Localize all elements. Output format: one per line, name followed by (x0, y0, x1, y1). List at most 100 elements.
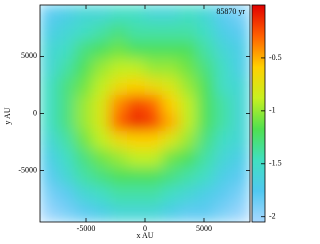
heat-cell (40, 149, 58, 169)
heat-cell (74, 58, 93, 78)
heat-cell (74, 5, 93, 24)
heat-cell (74, 149, 93, 169)
x-tick-label: 0 (143, 224, 147, 233)
heat-cell (214, 40, 233, 60)
y-tick-label: -5000 (18, 165, 37, 174)
heat-cell (57, 149, 76, 169)
y-axis-label: y AU (3, 107, 12, 124)
heat-cell (40, 58, 58, 78)
heat-cell (57, 40, 76, 60)
heat-cell (92, 22, 111, 42)
heat-cell (40, 94, 58, 114)
heat-cell (109, 22, 128, 42)
heat-cell (162, 113, 181, 133)
heat-cell (74, 113, 93, 133)
heat-cell (197, 149, 216, 169)
heat-cell (214, 131, 233, 151)
heat-cell (162, 94, 181, 114)
heat-cell (57, 113, 76, 133)
heat-cell (144, 203, 163, 222)
heat-cell (127, 76, 146, 96)
y-tick-label: 0 (33, 108, 37, 117)
heat-cell (109, 76, 128, 96)
heat-cell (74, 167, 93, 187)
heat-cell (214, 76, 233, 96)
heat-cell (109, 203, 128, 222)
heat-cell (57, 94, 76, 114)
heat-cell (214, 94, 233, 114)
heat-cell (74, 40, 93, 60)
heat-cell (92, 203, 111, 222)
heat-cell (74, 131, 93, 151)
heat-cell (162, 22, 181, 42)
heat-cell (197, 131, 216, 151)
heat-cell (127, 185, 146, 205)
heat-cell (232, 22, 250, 42)
heat-cell (40, 22, 58, 42)
heat-cell (57, 203, 76, 222)
heat-cell (144, 40, 163, 60)
heat-cell (162, 185, 181, 205)
heat-cell (197, 5, 216, 24)
heat-cell (109, 5, 128, 24)
chart: 85870 yr x AU y AU -5000 0 5000 -5000 0 5000 -… (3, 4, 282, 240)
heat-cell (179, 40, 198, 60)
heat-cell (144, 113, 163, 133)
x-tick-label: -5000 (77, 224, 96, 233)
heat-cell (109, 167, 128, 187)
heat-cell (179, 76, 198, 96)
heat-cell (179, 94, 198, 114)
annotation: 85870 yr (216, 7, 245, 16)
heat-cell (232, 94, 250, 114)
heat-cell (127, 22, 146, 42)
heat-cell (232, 113, 250, 133)
heat-cell (144, 185, 163, 205)
heat-cell (127, 58, 146, 78)
heat-cell (127, 40, 146, 60)
heat-cell (92, 5, 111, 24)
heat-cell (109, 131, 128, 151)
heat-cell (179, 185, 198, 205)
x-axis-label: x AU (136, 231, 153, 240)
heat-cell (144, 22, 163, 42)
x-tick-label: 5000 (196, 224, 212, 233)
heat-cell (40, 185, 58, 205)
heat-cell (92, 185, 111, 205)
heat-cell (232, 58, 250, 78)
heat-cell (232, 149, 250, 169)
heat-cell (74, 203, 93, 222)
heat-cell (197, 185, 216, 205)
heat-cell (92, 76, 111, 96)
heat-cell (109, 40, 128, 60)
heat-cell (92, 131, 111, 151)
heat-cell (74, 185, 93, 205)
colorbar-tick-label: -0.5 (269, 53, 282, 62)
heat-cell (179, 131, 198, 151)
heat-cell (144, 58, 163, 78)
heat-cell (144, 76, 163, 96)
heat-cell (127, 149, 146, 169)
heat-cell (214, 5, 233, 24)
heat-cell (74, 22, 93, 42)
heat-cell (57, 185, 76, 205)
heat-cell (214, 167, 233, 187)
heat-cell (197, 203, 216, 222)
heat-cell (92, 113, 111, 133)
heat-cell (40, 203, 58, 222)
heat-cell (92, 149, 111, 169)
heat-cell (40, 167, 58, 187)
heat-cell (162, 203, 181, 222)
heat-cell (57, 5, 76, 24)
heat-cell (144, 5, 163, 24)
heat-cell (127, 5, 146, 24)
heat-cell (92, 58, 111, 78)
heat-cell (92, 167, 111, 187)
heat-cell (197, 58, 216, 78)
heat-cell (40, 113, 58, 133)
heat-cell (57, 58, 76, 78)
heat-cell (197, 113, 216, 133)
heat-cell (179, 203, 198, 222)
colorbar-tick-label: -1.5 (269, 159, 282, 168)
heat-cell (162, 5, 181, 24)
heat-cell (127, 113, 146, 133)
